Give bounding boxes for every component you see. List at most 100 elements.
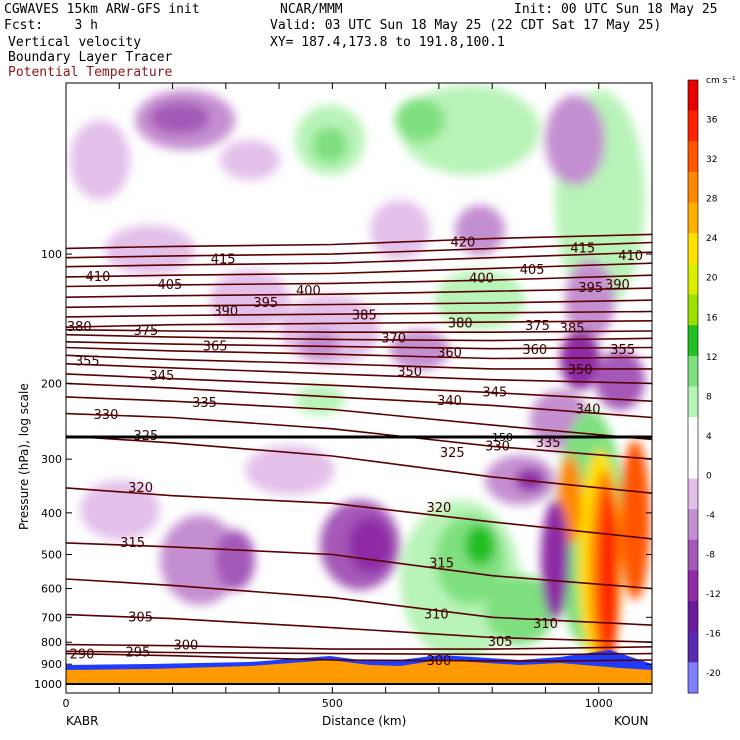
- colorbar-label: 36: [706, 116, 718, 126]
- theta-label: 390: [213, 304, 238, 319]
- y-tick-label: 100: [41, 248, 62, 261]
- theta-label: 415: [211, 253, 236, 268]
- theta-label: 330: [94, 408, 119, 423]
- theta-contour-290: [66, 652, 652, 662]
- theta-contour-420: [66, 233, 652, 250]
- theta-contour-315: [66, 542, 652, 590]
- vertical-velocity-shading: [66, 83, 652, 693]
- theta-label: 410: [618, 249, 643, 264]
- theta-label: 400: [469, 272, 494, 287]
- colorbar-swatch: [688, 263, 698, 296]
- theta-contour-415: [66, 241, 652, 259]
- init-time: Init: 00 UTC Sun 18 May 25: [514, 2, 718, 17]
- colorbar-swatch: [688, 417, 698, 449]
- theta-label: 320: [128, 481, 153, 496]
- theta-label: 300: [426, 654, 451, 669]
- theta-contour-375: [66, 328, 652, 333]
- colorbar-frame: [687, 79, 699, 694]
- y-axis: 100 200 300 400 500 600 700 800 900 1000: [34, 248, 652, 691]
- theta-contour-350: [66, 363, 652, 385]
- theta-contours: [66, 233, 652, 662]
- colorbar-swatch: [688, 478, 698, 510]
- colorbar-swatch: [688, 294, 698, 326]
- y-tick-label: 300: [41, 453, 62, 466]
- theta-label: 405: [157, 278, 182, 293]
- theta-label: 325: [440, 446, 465, 461]
- theta-label: 360: [522, 343, 547, 358]
- theta-contour-360: [66, 346, 652, 360]
- theta-contour-310: [66, 578, 652, 626]
- theta-contour-340: [66, 382, 652, 419]
- theta-label: 375: [525, 319, 550, 334]
- theta-label: 395: [578, 281, 603, 296]
- theta-label: 420: [450, 236, 475, 251]
- theta-label: 405: [520, 263, 545, 278]
- x-tick-label: 500: [322, 697, 343, 710]
- theta-label: 345: [482, 386, 507, 401]
- y-tick-label: 400: [41, 507, 62, 520]
- colorbar-swatch: [688, 570, 698, 602]
- colorbar-swatch: [688, 631, 698, 663]
- theta-label: 305: [488, 635, 513, 650]
- theta-contour-410: [66, 251, 652, 268]
- valid-time: Valid: 03 UTC Sun 18 May 25 (22 CDT Sat …: [270, 18, 662, 33]
- theta-label: 380: [448, 316, 473, 331]
- theta-contour-320: [66, 487, 652, 540]
- terrain-and-tracer: [66, 650, 652, 684]
- colorbar-swatch: [688, 233, 698, 265]
- theta-label: 415: [570, 241, 595, 256]
- theta-label: 345: [149, 369, 174, 384]
- center-label: NCAR/MMM: [280, 2, 343, 17]
- colorbar-label: 28: [706, 195, 718, 205]
- y-tick-label: 800: [41, 636, 62, 649]
- theta-label: 385: [352, 309, 377, 324]
- y-tick-label: 700: [41, 611, 62, 624]
- theta-label: 340: [437, 394, 462, 409]
- theta-label: 370: [381, 331, 406, 346]
- theta-contour-365: [66, 341, 652, 350]
- colorbar-swatch: [688, 141, 698, 173]
- theta-contour-330: [66, 412, 652, 460]
- theta-contour-385: [66, 310, 652, 318]
- x-start-station: KABR: [66, 714, 98, 728]
- theta-contour-405: [66, 262, 652, 278]
- theta-contour-390: [66, 299, 652, 309]
- colorbar-swatch: [688, 386, 698, 418]
- theta-contour-305: [66, 613, 652, 643]
- theta-label: 350: [397, 365, 422, 380]
- theta-label: 290: [70, 648, 95, 663]
- colorbar-label: 0: [706, 471, 712, 481]
- theta-contour-400: [66, 274, 652, 288]
- theta-label: 310: [533, 617, 558, 632]
- theta-label: 315: [429, 557, 454, 572]
- theta-label: 390: [605, 278, 630, 293]
- theta-contour-380: [66, 320, 652, 328]
- theta-contour-370: [66, 333, 652, 342]
- theta-label: 350: [568, 363, 593, 378]
- y-tick-label: 200: [41, 377, 62, 390]
- colorbar-label: 12: [706, 353, 717, 363]
- theta-label: 375: [133, 324, 158, 339]
- theta-contour-295: [66, 650, 652, 656]
- x-axis-title: Distance (km): [322, 714, 406, 728]
- field-potential-temperature: Potential Temperature: [8, 65, 173, 80]
- colorbar-units: cm s⁻¹: [706, 76, 736, 86]
- theta-contour-labels: 290 295 300 300 305 305 310 310 315 315 320 320 325 3…: [67, 236, 643, 670]
- colorbar-label: 20: [706, 274, 718, 284]
- cross-section-xy: XY= 187.4,173.8 to 191.8,100.1: [270, 35, 505, 50]
- theta-contour-335: [66, 396, 652, 441]
- field-boundary-layer-tracer: Boundary Layer Tracer: [8, 50, 173, 65]
- colorbar-label: -16: [706, 630, 721, 640]
- theta-label: 310: [424, 608, 449, 623]
- colorbar: -20 -16 -12 -8 -4 0 4 8 12 16 20 24 28 32 36: [687, 79, 721, 694]
- plot-frame: [65, 82, 653, 694]
- theta-label: 305: [128, 610, 153, 625]
- y-axis-title: Pressure (hPa), log scale: [17, 383, 31, 530]
- theta-label: 400: [296, 284, 321, 299]
- theta-label: 380: [67, 320, 92, 335]
- theta-label: 360: [437, 346, 462, 361]
- colorbar-swatch: [688, 325, 698, 357]
- colorbar-label: -8: [706, 551, 715, 561]
- colorbar-swatch: [688, 447, 698, 479]
- colorbar-swatch: [688, 171, 698, 204]
